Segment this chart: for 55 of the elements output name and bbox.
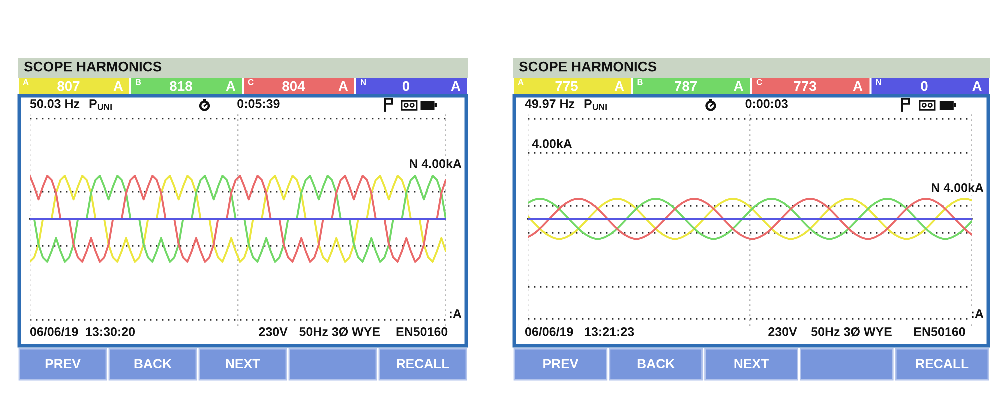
chart-title: SCOPE HARMONICS [24, 62, 162, 72]
text: A [451, 82, 461, 92]
text: RECALL [916, 359, 969, 369]
text: 13:21:23 [585, 328, 634, 336]
text: 06/06/19 [525, 327, 574, 336]
text: A [614, 82, 624, 92]
text: 0:00:03 [746, 100, 788, 108]
text: N 4.00kA [410, 159, 462, 168]
text: NEXT [226, 359, 260, 368]
text: RECALL [397, 359, 450, 369]
text: 230V [768, 328, 798, 336]
text: A [972, 82, 982, 92]
text: P$_{UNI}$ [90, 100, 112, 110]
text: 818 [170, 81, 192, 92]
text: PREV [46, 359, 81, 368]
text: 06/06/19 [30, 327, 78, 336]
text: 49.97 Hz [525, 100, 575, 108]
text: A [853, 82, 863, 92]
chart-title: SCOPE HARMONICS [519, 62, 657, 72]
text: 773 [794, 81, 816, 92]
text: PREV [544, 359, 579, 368]
text: N [361, 79, 366, 86]
text: 230V [259, 328, 288, 336]
text: B [638, 79, 643, 86]
text: A [518, 79, 524, 86]
text: A [23, 79, 29, 86]
text: A [338, 82, 348, 92]
text: 13:30:20 [86, 328, 136, 336]
text: A [114, 82, 124, 92]
text: 50Hz 3Ø WYE [300, 327, 380, 337]
text: 807 [58, 81, 80, 92]
text: 50Hz 3Ø WYE [812, 327, 892, 337]
text: 775 [556, 82, 578, 92]
text: 0 [402, 81, 410, 92]
text: A [226, 82, 236, 92]
text: P$_{UNI}$ [584, 100, 607, 110]
text: C [248, 79, 254, 86]
text: A [734, 82, 744, 92]
text: 50.03 Hz [30, 100, 80, 108]
text: B [136, 79, 142, 86]
text: 4.00kA [532, 139, 572, 148]
text: EN50160 [914, 328, 966, 336]
text: 787 [675, 81, 697, 92]
text: N [876, 79, 882, 86]
text: 0 [921, 81, 928, 92]
text: EN50160 [396, 328, 448, 336]
text: C [756, 79, 762, 86]
text: 804 [282, 81, 306, 92]
text: BACK [638, 359, 676, 369]
text: :A [972, 310, 984, 318]
text: BACK [134, 359, 172, 369]
text: :A [450, 310, 462, 318]
text: NEXT [734, 359, 769, 368]
text: 0:05:39 [238, 100, 280, 108]
text: N 4.00kA [932, 183, 984, 192]
